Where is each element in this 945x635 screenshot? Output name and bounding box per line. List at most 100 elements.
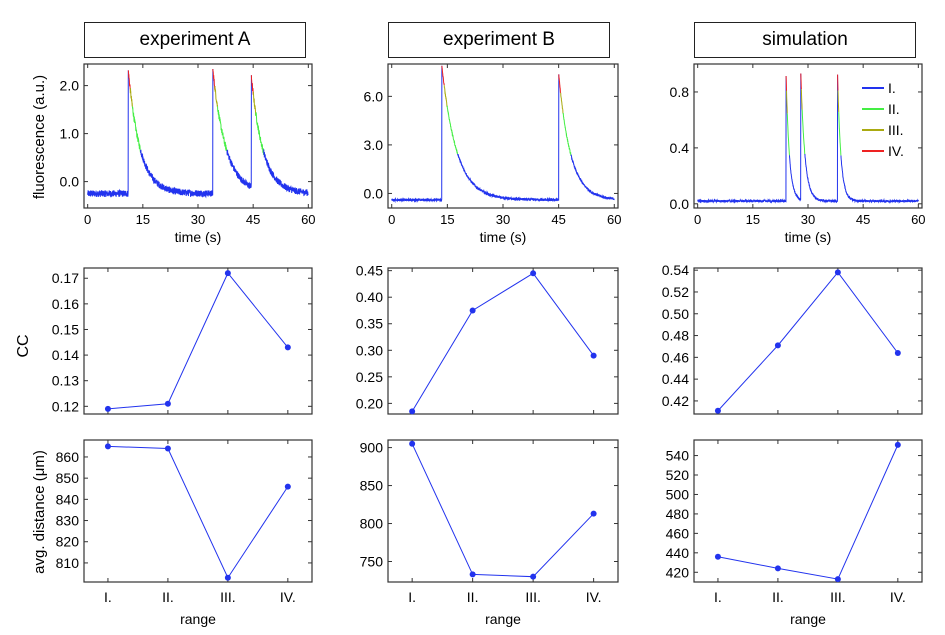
column-header-experiment-b: experiment B <box>388 22 610 58</box>
cc-frame <box>693 267 923 415</box>
cc-frame <box>83 267 313 415</box>
y-tick-label: 0.30 <box>356 342 383 358</box>
data-point-II <box>774 342 781 349</box>
y-tick-label: 0.50 <box>662 306 689 322</box>
trace-segment <box>446 105 458 155</box>
data-point-II <box>469 571 476 578</box>
trace-segment <box>804 74 839 204</box>
y-tick-label: 0.4 <box>670 140 690 156</box>
distance-frame <box>693 439 923 583</box>
y-tick-label: 1.0 <box>60 126 80 142</box>
data-point-III <box>224 574 231 581</box>
trace-segment <box>131 106 141 153</box>
data-point-I <box>104 443 111 450</box>
trace-segment <box>570 154 615 201</box>
y-tick-label: 480 <box>666 506 690 522</box>
column-header-simulation: simulation <box>694 22 916 58</box>
y-tick-label: 830 <box>56 513 80 529</box>
data-point-I <box>714 407 721 414</box>
y-tick-label: 0.25 <box>356 369 383 385</box>
trace-panel-2: 0 15 30 45 60 0.0 0.4 0.8 time (s) I. II. III. IV. <box>670 63 926 245</box>
x-tick-label: 0 <box>694 212 701 227</box>
x-tick-label: 15 <box>136 212 150 227</box>
trace-segment <box>838 112 842 156</box>
y-tick-label: 850 <box>360 478 384 494</box>
y-tick-label: 0.35 <box>356 316 383 332</box>
y-tick-label: 840 <box>56 491 80 507</box>
y-tick-label: 2.0 <box>60 78 80 94</box>
column-header-experiment-a: experiment A <box>84 22 306 58</box>
trace-segment <box>697 75 787 204</box>
x-tick-label: 0 <box>84 212 91 227</box>
cc-panel-1: 0.20 0.25 0.30 0.35 0.40 0.45 <box>356 263 619 415</box>
data-point-I <box>409 440 416 447</box>
data-point-II <box>164 400 171 407</box>
data-point-IV <box>590 510 597 517</box>
x-tick-label: 60 <box>911 212 925 227</box>
y-tick-label: 0.0 <box>364 185 384 201</box>
trace-segment <box>252 91 257 116</box>
trace-segment <box>212 69 216 90</box>
trace-segment <box>441 65 445 86</box>
x-tick-label: III. <box>220 589 236 605</box>
data-point-I <box>714 553 721 560</box>
trace-segment <box>87 70 129 198</box>
y-tick-label: 900 <box>360 440 384 456</box>
y-tick-label: 0.48 <box>662 328 689 344</box>
x-tick-label: 60 <box>301 212 315 227</box>
y-tick-label: 520 <box>666 467 690 483</box>
trace-segment <box>217 106 228 152</box>
x-axis-label: range <box>485 611 521 627</box>
x-tick-label: 30 <box>191 212 205 227</box>
ylabel-cc: CC <box>15 334 32 357</box>
x-tick-label: III. <box>830 589 846 605</box>
y-tick-label: 800 <box>360 516 384 532</box>
trace-segment <box>558 74 562 94</box>
y-tick-label: 540 <box>666 448 690 464</box>
legend-label: II. <box>888 101 900 117</box>
trace-segment <box>263 149 309 197</box>
x-tick-label: II. <box>162 589 174 605</box>
series-line <box>107 445 289 579</box>
data-point-II <box>774 565 781 572</box>
series-line <box>717 271 899 412</box>
trace-segment <box>255 112 265 155</box>
x-axis-label: range <box>790 611 826 627</box>
trace-frame <box>693 63 923 209</box>
distance-panel-0: 810 820 830 840 850 860 I. II. III. IV. range <box>56 439 313 627</box>
x-tick-label: IV. <box>280 589 296 605</box>
x-axis-label: range <box>180 611 216 627</box>
x-tick-label: I. <box>408 589 416 605</box>
legend-label: III. <box>888 122 904 138</box>
y-tick-label: 850 <box>56 470 80 486</box>
y-tick-label: 0.44 <box>662 371 689 387</box>
trace-segment <box>800 73 802 90</box>
trace-segment <box>562 112 572 156</box>
trace-frame <box>387 63 619 209</box>
data-point-III <box>224 270 231 277</box>
y-tick-label: 440 <box>666 545 690 561</box>
x-axis-label: time (s) <box>785 229 832 245</box>
x-tick-label: 45 <box>551 212 565 227</box>
y-tick-label: 0.16 <box>52 296 79 312</box>
data-point-IV <box>284 344 291 351</box>
x-tick-label: 45 <box>246 212 260 227</box>
x-tick-label: 45 <box>856 212 870 227</box>
data-point-II <box>164 445 171 452</box>
y-tick-label: 860 <box>56 449 80 465</box>
trace-segment <box>443 85 448 108</box>
series-line <box>717 444 899 580</box>
ylabel-fluorescence: fluorescence (a.u.) <box>31 75 48 199</box>
trace-segment <box>801 109 806 155</box>
y-tick-label: 0.15 <box>52 321 79 337</box>
x-tick-label: 30 <box>801 212 815 227</box>
x-tick-label: II. <box>772 589 784 605</box>
legend-label: I. <box>888 80 896 96</box>
x-axis-label: time (s) <box>175 229 222 245</box>
trace-segment <box>127 70 131 90</box>
y-tick-label: 3.0 <box>364 137 384 153</box>
x-tick-label: I. <box>104 589 112 605</box>
trace-segment <box>560 92 564 114</box>
trace-frame <box>83 63 313 209</box>
